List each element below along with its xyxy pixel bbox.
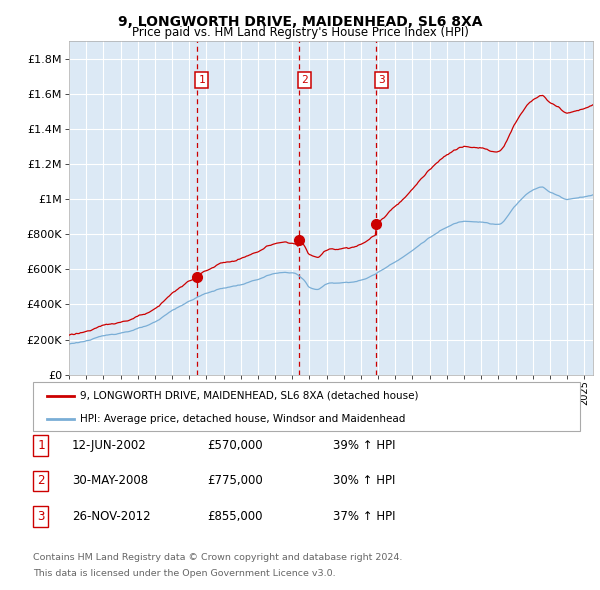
Text: 1: 1: [37, 439, 44, 452]
Text: 30% ↑ HPI: 30% ↑ HPI: [333, 474, 395, 487]
Text: 12-JUN-2002: 12-JUN-2002: [72, 439, 147, 452]
Text: Contains HM Land Registry data © Crown copyright and database right 2024.: Contains HM Land Registry data © Crown c…: [33, 553, 403, 562]
Text: Price paid vs. HM Land Registry's House Price Index (HPI): Price paid vs. HM Land Registry's House …: [131, 26, 469, 39]
Text: 3: 3: [378, 75, 385, 85]
Text: 39% ↑ HPI: 39% ↑ HPI: [333, 439, 395, 452]
Text: £855,000: £855,000: [207, 510, 263, 523]
Text: 30-MAY-2008: 30-MAY-2008: [72, 474, 148, 487]
Text: 3: 3: [37, 510, 44, 523]
Text: £775,000: £775,000: [207, 474, 263, 487]
Text: £570,000: £570,000: [207, 439, 263, 452]
Text: 26-NOV-2012: 26-NOV-2012: [72, 510, 151, 523]
Text: HPI: Average price, detached house, Windsor and Maidenhead: HPI: Average price, detached house, Wind…: [80, 414, 405, 424]
Text: 9, LONGWORTH DRIVE, MAIDENHEAD, SL6 8XA: 9, LONGWORTH DRIVE, MAIDENHEAD, SL6 8XA: [118, 15, 482, 29]
Text: 2: 2: [301, 75, 307, 85]
FancyBboxPatch shape: [33, 382, 580, 431]
Text: 1: 1: [199, 75, 205, 85]
Text: This data is licensed under the Open Government Licence v3.0.: This data is licensed under the Open Gov…: [33, 569, 335, 578]
Text: 37% ↑ HPI: 37% ↑ HPI: [333, 510, 395, 523]
Text: 9, LONGWORTH DRIVE, MAIDENHEAD, SL6 8XA (detached house): 9, LONGWORTH DRIVE, MAIDENHEAD, SL6 8XA …: [80, 391, 418, 401]
Text: 2: 2: [37, 474, 44, 487]
